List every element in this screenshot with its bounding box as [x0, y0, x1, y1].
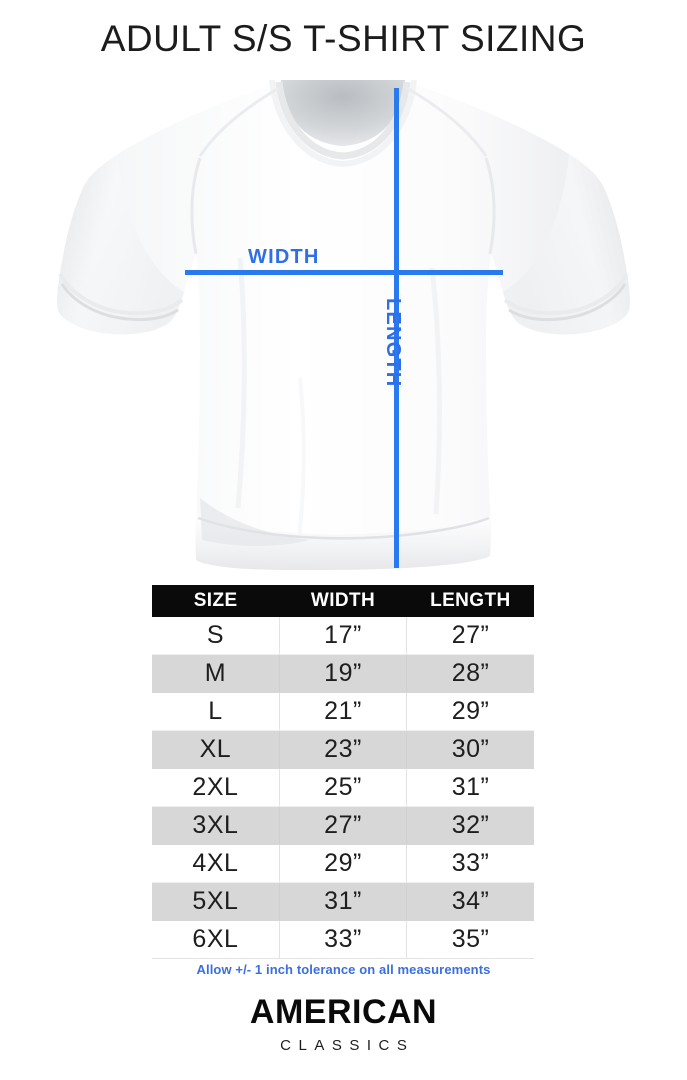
- cell-size: L: [152, 692, 280, 731]
- cell-length: 28”: [406, 654, 534, 693]
- size-chart-table-container: SIZE WIDTH LENGTH S 17” 27” M 19” 28” L: [152, 585, 534, 959]
- size-chart-table: SIZE WIDTH LENGTH S 17” 27” M 19” 28” L: [152, 585, 534, 959]
- cell-width: 25”: [279, 768, 408, 807]
- table-row: L 21” 29”: [152, 692, 534, 731]
- table-row: M 19” 28”: [152, 654, 534, 693]
- table-row: XL 23” 30”: [152, 730, 534, 769]
- table-row: 3XL 27” 32”: [152, 806, 534, 845]
- cell-width: 21”: [279, 692, 408, 731]
- cell-length: 33”: [406, 844, 534, 883]
- cell-length: 27”: [406, 617, 534, 655]
- cell-length: 29”: [406, 692, 534, 731]
- cell-length: 34”: [406, 882, 534, 921]
- table-row: 6XL 33” 35”: [152, 920, 534, 959]
- cell-length: 30”: [406, 730, 534, 769]
- cell-width: 19”: [279, 654, 408, 693]
- cell-size: M: [152, 654, 280, 693]
- table-row: 2XL 25” 31”: [152, 768, 534, 807]
- column-header-length: LENGTH: [406, 585, 534, 617]
- cell-width: 17”: [279, 617, 408, 655]
- cell-size: S: [152, 617, 280, 655]
- cell-length: 31”: [406, 768, 534, 807]
- tshirt-illustration: [0, 78, 687, 578]
- cell-size: 5XL: [152, 882, 280, 921]
- table-header: SIZE WIDTH LENGTH: [152, 585, 534, 617]
- table-row: 5XL 31” 34”: [152, 882, 534, 921]
- cell-size: XL: [152, 730, 280, 769]
- tolerance-note: Allow +/- 1 inch tolerance on all measur…: [196, 962, 491, 977]
- page-title: ADULT S/S T-SHIRT SIZING: [100, 18, 587, 59]
- cell-width: 23”: [279, 730, 408, 769]
- brand-name: AMERICAN: [249, 993, 438, 1031]
- cell-length: 32”: [406, 806, 534, 845]
- brand-subtitle: CLASSICS: [280, 1036, 415, 1054]
- cell-width: 31”: [279, 882, 408, 921]
- cell-width: 27”: [279, 806, 408, 845]
- cell-width: 29”: [279, 844, 408, 883]
- cell-width: 33”: [279, 920, 408, 959]
- brand-logo: AMERICAN CLASSICS: [0, 993, 687, 1054]
- cell-length: 35”: [406, 920, 534, 959]
- table-row: S 17” 27”: [152, 617, 534, 655]
- cell-size: 2XL: [152, 768, 280, 807]
- column-header-size: SIZE: [152, 585, 280, 617]
- column-header-width: WIDTH: [279, 585, 407, 617]
- table-body: S 17” 27” M 19” 28” L 21” 29” XL 23”: [152, 617, 534, 959]
- table-row: 4XL 29” 33”: [152, 844, 534, 883]
- cell-size: 4XL: [152, 844, 280, 883]
- table-header-row: SIZE WIDTH LENGTH: [152, 585, 534, 617]
- cell-size: 6XL: [152, 920, 280, 959]
- cell-size: 3XL: [152, 806, 280, 845]
